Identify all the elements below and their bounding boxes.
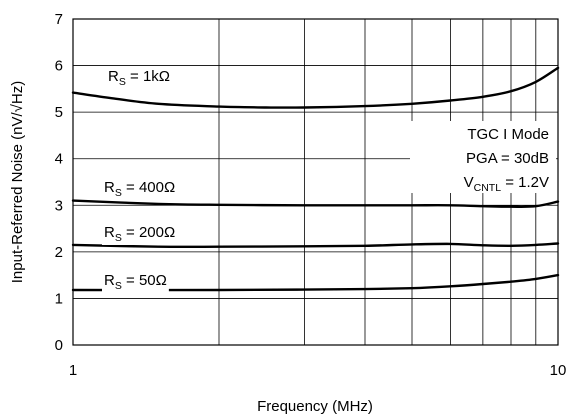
- y-tick-label: 2: [55, 244, 63, 261]
- plot-frame: [72, 18, 559, 346]
- series-label-rest: = 50Ω: [122, 272, 167, 289]
- series-label-2: RS = 200Ω: [104, 224, 175, 244]
- series-lines: [71, 66, 560, 292]
- series-label-background: [102, 223, 178, 245]
- x-tick-labels: 1 10: [69, 362, 567, 379]
- annotation-pga: PGA = 30dB: [466, 150, 549, 167]
- series-label-1: RS = 400Ω: [104, 179, 175, 199]
- annotation-vcntl-main: V: [464, 174, 474, 191]
- series-label-sub: S: [115, 280, 122, 292]
- series-label-background: [106, 67, 173, 89]
- series-label-sub: S: [119, 76, 126, 88]
- series-label-rest: = 200Ω: [122, 224, 175, 241]
- series-line-2: [71, 242, 560, 249]
- series-label-main: R: [108, 68, 119, 85]
- series-label-rest: = 400Ω: [122, 179, 175, 196]
- x-axis-label: Frequency (MHz): [257, 398, 373, 415]
- y-tick-label: 5: [55, 104, 63, 121]
- series-label-background: [102, 178, 178, 200]
- series-label-background: [102, 271, 169, 293]
- series-label-sub: S: [115, 232, 122, 244]
- y-tick-label: 6: [55, 58, 63, 75]
- y-tick-label: 3: [55, 197, 63, 214]
- series-line-3: [71, 273, 560, 292]
- x-tick-label: 1: [69, 362, 77, 379]
- annotation-vcntl-rest: = 1.2V: [501, 174, 549, 191]
- series-label-3: RS = 50Ω: [104, 272, 167, 292]
- annotation-background: [410, 121, 556, 193]
- annotation-mode: TGC I Mode: [467, 126, 549, 143]
- y-tick-label: 0: [55, 337, 63, 354]
- y-axis-label: Input-Referred Noise (nV/√Hz): [9, 81, 26, 283]
- annotation-box: TGC I Mode PGA = 30dB VCNTL = 1.2V: [410, 121, 556, 194]
- y-tick-label: 4: [55, 151, 63, 168]
- annotation-vcntl-sub: CNTL: [474, 182, 502, 194]
- series-line-1: [71, 199, 560, 208]
- series-label-sub: S: [115, 187, 122, 199]
- series-label-0: RS = 1kΩ: [108, 68, 170, 88]
- y-tick-label: 1: [55, 290, 63, 307]
- y-tick-labels: 0 1 2 3 4 5 6 7: [55, 11, 63, 354]
- x-tick-label: 10: [550, 362, 567, 379]
- series-label-main: R: [104, 179, 115, 196]
- series-label-main: R: [104, 272, 115, 289]
- series-line-0: [71, 66, 560, 109]
- series-label-main: R: [104, 224, 115, 241]
- annotation-vcntl: VCNTL = 1.2V: [464, 174, 549, 194]
- y-tick-label: 7: [55, 11, 63, 28]
- series-label-rest: = 1kΩ: [126, 68, 170, 85]
